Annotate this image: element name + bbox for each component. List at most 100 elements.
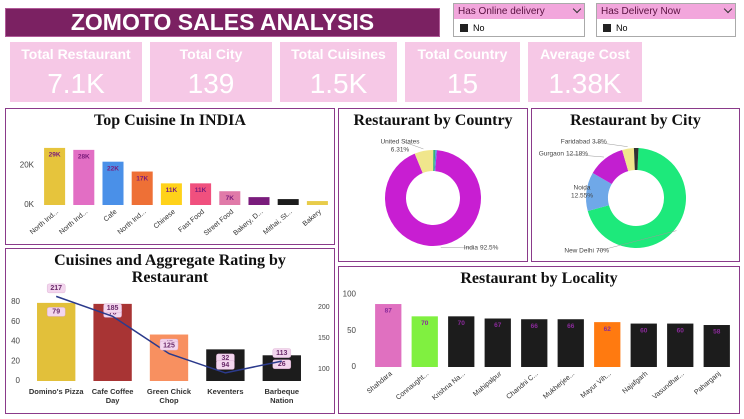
bar: [411, 316, 438, 367]
x-tick-label: Mahipalpur: [472, 370, 504, 398]
data-label: 113: [276, 350, 287, 357]
data-label: 70: [458, 320, 466, 327]
x-tick-label: Barbeque Nation: [264, 387, 300, 405]
x-tick-label: Paharganj: [693, 370, 722, 396]
chart-title: Restaurant by Country: [353, 112, 513, 129]
data-label: 17K: [136, 175, 148, 182]
label-box: [272, 348, 291, 358]
bar: [190, 183, 212, 205]
filter-slicer[interactable]: Has Online delivery No: [453, 3, 585, 37]
label-box: [47, 307, 66, 317]
donut-slice: [633, 148, 639, 171]
kpi-label: Total City: [179, 46, 243, 62]
kpi-label: Total Restaurant: [21, 46, 131, 62]
data-label: 70: [421, 320, 429, 327]
donut-slice: [622, 148, 635, 172]
data-label: 66: [567, 323, 575, 330]
data-label: 11K: [195, 187, 207, 194]
label-box: [47, 283, 66, 294]
data-label: 26: [278, 361, 286, 368]
x-tick-label: Street Food: [203, 209, 236, 238]
filter-label: Has Online delivery: [458, 6, 545, 17]
chart-panel: Restaurant by Country: [338, 108, 528, 262]
x-tick-label: North Ind...: [117, 209, 148, 237]
slice-value: 12.55%: [571, 193, 593, 200]
slice-label: India: [464, 245, 478, 252]
x-tick-label: Bakery: [302, 208, 324, 228]
bar: [703, 325, 730, 367]
bar: [131, 171, 153, 205]
y-tick-label: 0: [352, 362, 357, 371]
data-label: 67: [494, 322, 502, 329]
data-label: 22K: [107, 165, 119, 172]
label-box: [159, 340, 179, 351]
y-tick-label: 80: [11, 297, 20, 306]
filter-header[interactable]: Has Delivery Now: [597, 4, 735, 19]
kpi-value: 1.38K: [548, 68, 622, 99]
x-tick-label: Shahdara: [366, 371, 394, 396]
bar: [448, 316, 475, 367]
kpi-card: Total Cuisines 1.5K: [280, 42, 397, 102]
x-tick-label: Connaught...: [395, 371, 430, 402]
donut-slice: [433, 150, 436, 172]
chart-title: Restaurant by City: [570, 112, 701, 129]
bar: [160, 183, 182, 205]
line: [55, 295, 282, 374]
kpi-card: Total Country 15: [405, 42, 520, 102]
bar: [667, 323, 694, 367]
checkbox[interactable]: [460, 24, 468, 32]
bar: [44, 147, 66, 205]
data-label: 185: [107, 305, 119, 312]
y-tick-label: 0: [16, 376, 21, 385]
slice-value: 3.8%: [592, 139, 607, 146]
data-label: 58: [713, 329, 721, 336]
y-tick-label: 50: [347, 326, 356, 335]
leader-line: [597, 230, 677, 252]
x-tick-label: Bakery, D...: [232, 209, 264, 238]
data-label: 7K: [226, 195, 235, 202]
donut-slice: [592, 149, 629, 184]
x-tick-label: Najafgarh: [621, 371, 649, 396]
data-label: 60: [640, 327, 648, 334]
kpi-value: 7.1K: [47, 68, 105, 99]
x-tick-label: Chinese: [153, 209, 177, 231]
kpi-label: Average Cost: [540, 46, 630, 62]
x-tick-label: Krishna Na...: [431, 371, 467, 402]
x-tick-label: North Ind...: [58, 209, 89, 237]
data-label: 60: [677, 327, 685, 334]
chart-title: Top Cuisine In INDIA: [94, 112, 246, 129]
x-tick-label: Mithai, St...: [262, 209, 293, 237]
slice-value: 70%: [596, 248, 609, 255]
kpi-card: Average Cost 1.38K: [528, 42, 642, 102]
checkbox[interactable]: [603, 24, 611, 32]
donut-slice: [434, 150, 437, 172]
filter-label: Has Delivery Now: [601, 6, 681, 17]
bar: [375, 304, 402, 367]
bar: [484, 318, 511, 367]
bar: [219, 191, 241, 205]
x-tick-label: Cafe: [103, 209, 119, 224]
slice-value: 92.5%: [480, 245, 499, 252]
leader-line: [593, 141, 628, 147]
filter-header[interactable]: Has Online delivery: [454, 4, 584, 19]
x-tick-label: Green Chick Chop: [146, 387, 192, 405]
option-label: No: [616, 23, 628, 33]
filter-option[interactable]: No: [603, 23, 735, 33]
data-label: 125: [163, 342, 175, 349]
donut-slice: [385, 150, 481, 247]
bar: [306, 201, 328, 205]
bar: [630, 323, 657, 367]
filter-option[interactable]: No: [460, 23, 584, 33]
kpi-label: Total Cuisines: [291, 46, 386, 62]
y-tick-label: 20K: [20, 161, 35, 170]
x-tick-label: Keventers: [207, 387, 244, 396]
x-tick-label: Fast Food: [177, 209, 206, 235]
x-tick-label: Mukherjee...: [542, 371, 576, 401]
leader-line: [584, 187, 587, 192]
x-tick-label: North Ind...: [29, 209, 60, 237]
slice-label: New Delhi: [564, 248, 594, 255]
filter-slicer[interactable]: Has Delivery Now No: [596, 3, 736, 37]
y2-tick-label: 150: [318, 335, 330, 342]
slice-label: Gurgaon: [539, 151, 565, 158]
